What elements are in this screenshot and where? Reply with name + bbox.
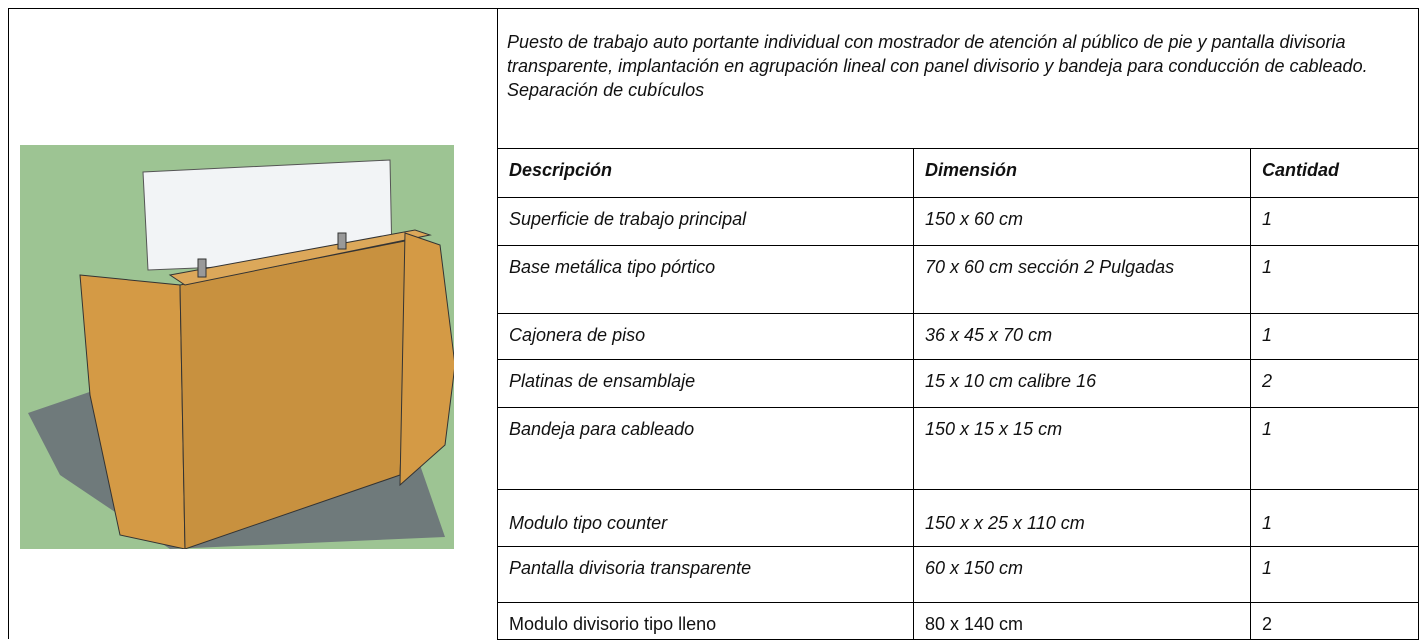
row-line	[497, 197, 1419, 198]
table-cell: 15 x 10 cm calibre 16	[925, 371, 1097, 391]
table-header: Descripción	[509, 160, 613, 180]
row-line	[497, 489, 1419, 490]
table-cell: 80 x 140 cm	[925, 614, 1024, 634]
table-cell: 1	[1262, 209, 1273, 229]
table-cell: 70 x 60 cm sección 2 Pulgadas	[925, 257, 1175, 277]
table-cell: 2	[1262, 614, 1273, 634]
border	[8, 8, 1418, 9]
col-line	[1250, 148, 1251, 639]
table-cell: Superficie de trabajo principal	[509, 209, 747, 229]
table-cell: 1	[1262, 325, 1273, 345]
table-cell: Platinas de ensamblaje	[509, 371, 696, 391]
table-cell: Base metálica tipo pórtico	[509, 257, 716, 277]
table-cell: Cajonera de piso	[509, 325, 646, 345]
table-cell: Modulo divisorio tipo lleno	[509, 614, 717, 634]
table-header: Cantidad	[1262, 160, 1340, 180]
row-line	[497, 546, 1419, 547]
table-cell: Bandeja para cableado	[509, 419, 695, 439]
table-cell: 150 x x 25 x 110 cm	[925, 513, 1085, 533]
row-line	[497, 148, 1419, 149]
table-cell: 1	[1262, 558, 1273, 578]
col-line	[913, 148, 914, 639]
table-cell: Modulo tipo counter	[509, 513, 668, 533]
table-cell: 36 x 45 x 70 cm	[925, 325, 1053, 345]
table-cell: 1	[1262, 257, 1273, 277]
table-header: Dimensión	[925, 160, 1018, 180]
description: Puesto de trabajo auto portante individu…	[507, 32, 1368, 100]
border	[8, 8, 9, 639]
table-cell: 2	[1262, 371, 1273, 391]
row-line	[497, 245, 1419, 246]
border	[1418, 8, 1419, 639]
row-line	[497, 359, 1419, 360]
desk-image	[20, 145, 454, 549]
table-cell: 150 x 15 x 15 cm	[925, 419, 1063, 439]
border	[497, 8, 498, 639]
table-cell: Pantalla divisoria transparente	[509, 558, 752, 578]
table-cell: 60 x 150 cm	[925, 558, 1024, 578]
row-line	[497, 313, 1419, 314]
row-line	[497, 602, 1419, 603]
table-cell: 1	[1262, 419, 1273, 439]
row-line	[497, 407, 1419, 408]
table-cell: 1	[1262, 513, 1273, 533]
table-cell: 150 x 60 cm	[925, 209, 1024, 229]
